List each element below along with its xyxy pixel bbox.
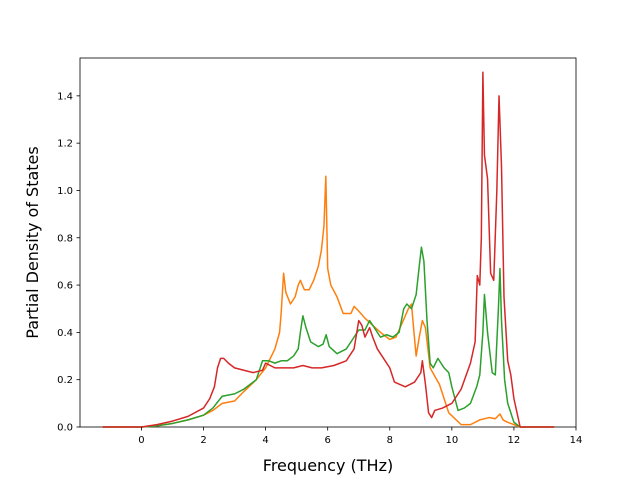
y-tick-label: 1.2 xyxy=(57,139,73,150)
series-line-2 xyxy=(102,246,555,428)
x-tick-label: 8 xyxy=(387,435,393,446)
y-tick-label: 1.0 xyxy=(57,186,73,197)
series-line-1 xyxy=(102,175,555,428)
y-axis-label: Partial Density of States xyxy=(23,146,42,338)
x-tick-label: 4 xyxy=(262,435,268,446)
y-axis: 0.0 0.2 0.4 0.6 0.8 1.0 1.2 1.4 xyxy=(57,91,80,434)
x-axis-label: Frequency (THz) xyxy=(263,456,393,475)
x-tick-label: 12 xyxy=(508,435,521,446)
y-tick-label: 0.4 xyxy=(57,328,73,339)
x-tick-label: 0 xyxy=(138,435,144,446)
series-layer xyxy=(102,71,555,428)
series-line-3 xyxy=(102,71,555,428)
x-tick-label: 2 xyxy=(200,435,206,446)
y-tick-label: 0.6 xyxy=(57,281,73,292)
x-axis: 0 2 4 6 8 10 12 14 xyxy=(138,427,582,446)
x-tick-label: 14 xyxy=(570,435,583,446)
y-tick-label: 0.0 xyxy=(57,423,73,434)
y-tick-label: 0.8 xyxy=(57,233,73,244)
x-tick-label: 10 xyxy=(445,435,458,446)
y-tick-label: 0.2 xyxy=(57,375,73,386)
y-tick-label: 1.4 xyxy=(57,91,73,102)
x-tick-label: 6 xyxy=(325,435,331,446)
